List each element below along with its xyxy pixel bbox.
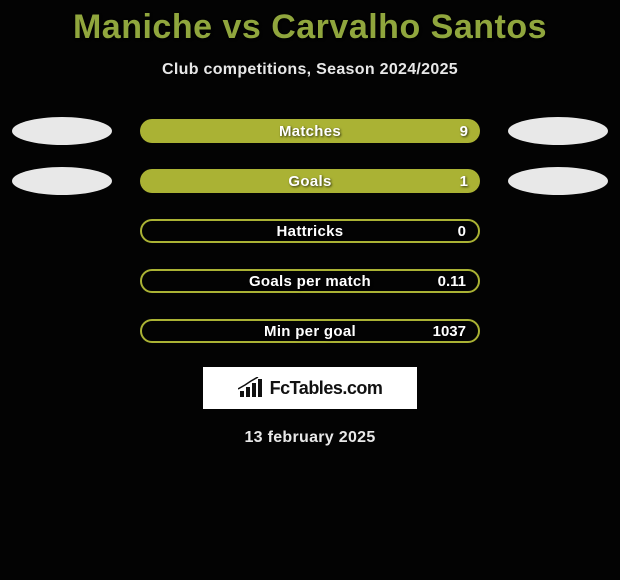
stat-label: Goals xyxy=(288,173,331,190)
stat-bar-goals-per-match: Goals per match 0.11 xyxy=(140,269,480,293)
logo-box: FcTables.com xyxy=(203,367,417,409)
page-title: Maniche vs Carvalho Santos xyxy=(0,0,620,47)
left-ellipse-icon xyxy=(12,117,112,145)
stat-bar-matches: Matches 9 xyxy=(140,119,480,143)
stat-label: Hattricks xyxy=(277,223,344,240)
stat-label: Matches xyxy=(279,123,341,140)
logo-text: FcTables.com xyxy=(270,378,383,399)
stat-row: Goals per match 0.11 xyxy=(0,267,620,295)
stat-value: 0 xyxy=(458,223,466,240)
stat-row: Min per goal 1037 xyxy=(0,317,620,345)
stat-row: Matches 9 xyxy=(0,117,620,145)
stat-value: 1037 xyxy=(433,323,466,340)
right-ellipse-icon xyxy=(508,167,608,195)
date-label: 13 february 2025 xyxy=(0,409,620,447)
right-ellipse-icon xyxy=(508,117,608,145)
stat-value: 9 xyxy=(460,123,468,140)
stat-bar-goals: Goals 1 xyxy=(140,169,480,193)
stat-row: Goals 1 xyxy=(0,167,620,195)
stat-bar-min-per-goal: Min per goal 1037 xyxy=(140,319,480,343)
stat-value: 1 xyxy=(460,173,468,190)
stat-label: Goals per match xyxy=(249,273,371,290)
stats-container: Matches 9 Goals 1 Hattricks 0 Goals per … xyxy=(0,117,620,345)
left-ellipse-icon xyxy=(12,167,112,195)
bar-chart-icon xyxy=(238,377,264,399)
subtitle: Club competitions, Season 2024/2025 xyxy=(0,47,620,79)
stat-bar-hattricks: Hattricks 0 xyxy=(140,219,480,243)
stat-label: Min per goal xyxy=(264,323,356,340)
stat-value: 0.11 xyxy=(438,273,466,290)
stat-row: Hattricks 0 xyxy=(0,217,620,245)
